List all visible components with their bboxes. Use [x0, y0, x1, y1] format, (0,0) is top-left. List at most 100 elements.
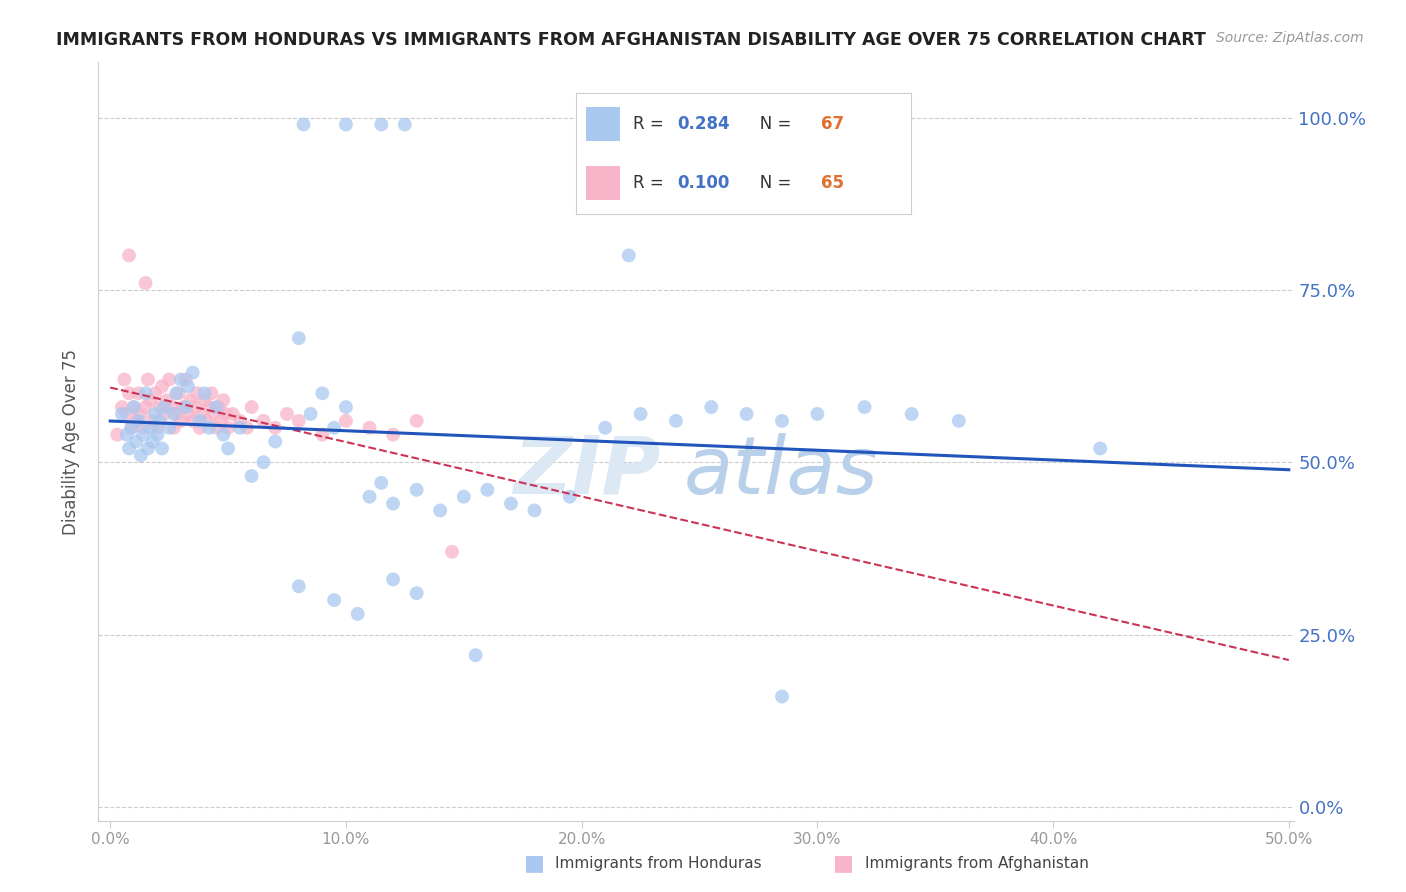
Point — [118, 442, 141, 456]
Point — [405, 483, 427, 497]
Point — [170, 372, 193, 386]
Point — [208, 400, 231, 414]
Point — [292, 118, 315, 132]
Point — [288, 579, 311, 593]
Point — [160, 400, 183, 414]
Point — [153, 400, 176, 414]
Point — [229, 414, 252, 428]
Point — [111, 400, 134, 414]
Point — [630, 407, 652, 421]
Point — [382, 573, 405, 587]
Point — [139, 393, 162, 408]
Point — [146, 427, 169, 442]
Point — [118, 248, 141, 262]
Point — [429, 503, 451, 517]
Point — [156, 393, 179, 408]
Point — [157, 421, 180, 435]
Point — [370, 475, 392, 490]
Point — [453, 490, 475, 504]
Point — [118, 386, 141, 401]
Point — [177, 407, 200, 421]
Point — [195, 414, 218, 428]
Point — [665, 414, 688, 428]
Point — [558, 490, 581, 504]
Point — [135, 400, 157, 414]
Point — [165, 386, 187, 401]
Point — [163, 407, 186, 421]
Text: Source: ZipAtlas.com: Source: ZipAtlas.com — [1216, 31, 1364, 45]
Point — [236, 421, 259, 435]
Point — [135, 386, 157, 401]
Point — [132, 427, 155, 442]
Point — [198, 400, 221, 414]
Point — [346, 607, 368, 621]
Point — [129, 448, 152, 462]
Text: IMMIGRANTS FROM HONDURAS VS IMMIGRANTS FROM AFGHANISTAN DISABILITY AGE OVER 75 C: IMMIGRANTS FROM HONDURAS VS IMMIGRANTS F… — [56, 31, 1206, 49]
Point — [125, 414, 148, 428]
Point — [335, 414, 357, 428]
Point — [523, 503, 546, 517]
Point — [440, 545, 463, 559]
Point — [335, 118, 357, 132]
Point — [120, 421, 142, 435]
Point — [139, 421, 162, 435]
Point — [240, 400, 263, 414]
Point — [115, 407, 138, 421]
Point — [132, 421, 155, 435]
Point — [200, 386, 222, 401]
Point — [394, 118, 416, 132]
Point — [129, 407, 152, 421]
Point — [149, 400, 172, 414]
Point — [174, 400, 197, 414]
Point — [593, 421, 616, 435]
Point — [128, 414, 150, 428]
Point — [252, 414, 274, 428]
Point — [770, 414, 793, 428]
Point — [153, 407, 176, 421]
Point — [115, 427, 138, 442]
Text: ■: ■ — [524, 854, 544, 873]
Text: Immigrants from Honduras: Immigrants from Honduras — [555, 856, 762, 871]
Point — [405, 586, 427, 600]
Point — [264, 434, 287, 449]
Point — [405, 414, 427, 428]
Text: Immigrants from Afghanistan: Immigrants from Afghanistan — [865, 856, 1088, 871]
Point — [1090, 442, 1112, 456]
Point — [186, 386, 208, 401]
Point — [735, 407, 758, 421]
Point — [617, 248, 640, 262]
Point — [382, 427, 405, 442]
Point — [276, 407, 298, 421]
Point — [172, 400, 194, 414]
Point — [217, 442, 239, 456]
Point — [193, 386, 215, 401]
Point — [464, 648, 486, 663]
Point — [806, 407, 828, 421]
Point — [150, 442, 173, 456]
Point — [136, 442, 159, 456]
Point — [122, 400, 145, 414]
Point — [382, 497, 405, 511]
Point — [205, 400, 228, 414]
Point — [853, 400, 876, 414]
Point — [311, 427, 333, 442]
Point — [143, 407, 166, 421]
Point — [157, 372, 180, 386]
Point — [288, 414, 311, 428]
Text: atlas: atlas — [685, 433, 879, 511]
Point — [202, 407, 225, 421]
Point — [222, 407, 245, 421]
Text: ■: ■ — [834, 854, 853, 873]
Point — [477, 483, 499, 497]
Point — [198, 421, 221, 435]
Point — [900, 407, 922, 421]
Point — [370, 118, 392, 132]
Point — [150, 379, 173, 393]
Point — [240, 469, 263, 483]
Point — [181, 366, 204, 380]
Point — [359, 421, 381, 435]
Point — [700, 400, 723, 414]
Point — [191, 407, 214, 421]
Point — [143, 386, 166, 401]
Point — [323, 421, 346, 435]
